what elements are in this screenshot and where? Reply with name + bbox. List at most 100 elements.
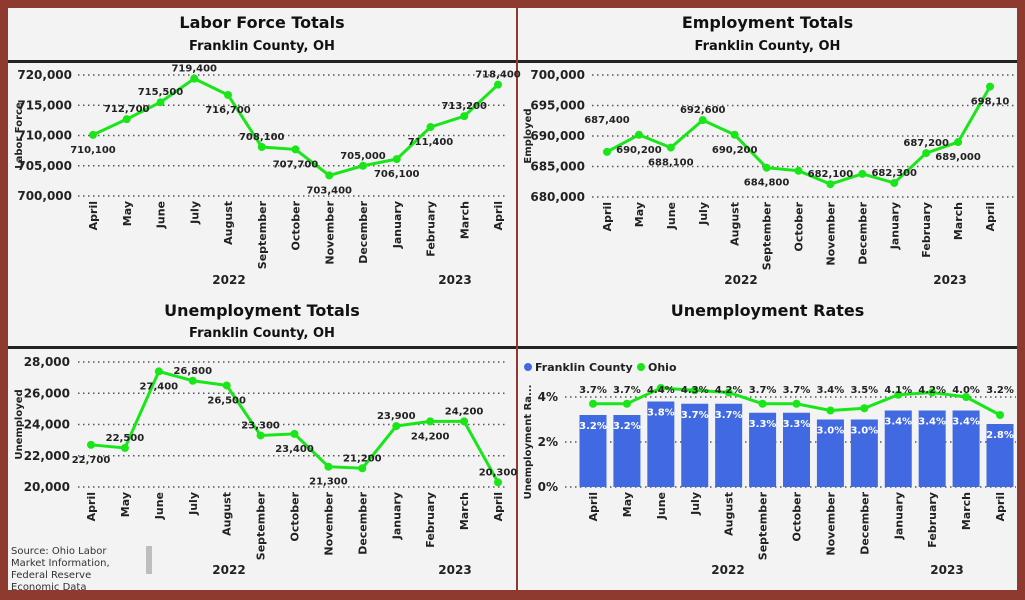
- data-point: [426, 417, 435, 426]
- data-point: [426, 123, 435, 132]
- data-point: [190, 74, 199, 83]
- year-label: 2023: [930, 563, 963, 577]
- legend-franklin-marker: [524, 363, 532, 371]
- data-point: [325, 171, 334, 180]
- x-tick-label: July: [697, 202, 710, 226]
- bar-data-label: 3.7%: [681, 410, 709, 421]
- x-tick-label: February: [424, 492, 437, 548]
- divider: [8, 346, 516, 349]
- y-tick-label: 695,000: [530, 99, 585, 113]
- x-tick-label: August: [221, 492, 234, 536]
- bar-data-label: 3.4%: [952, 417, 980, 428]
- bar-data-label: 3.3%: [749, 419, 777, 430]
- data-label: 713,200: [441, 101, 487, 112]
- x-tick-label: June: [655, 492, 668, 520]
- bar-data-label: 3.3%: [783, 419, 811, 430]
- data-point: [188, 376, 197, 385]
- y-axis-title: Unemployed: [14, 389, 25, 459]
- data-label: 692,600: [680, 105, 726, 116]
- data-label: 21,200: [343, 453, 382, 464]
- data-point: [291, 145, 300, 154]
- bar: [816, 419, 844, 487]
- y-tick-label: 715,000: [17, 98, 72, 112]
- x-tick-label: October: [290, 200, 303, 250]
- source-note: Source: Ohio Labor Market Information, F…: [11, 546, 110, 593]
- x-tick-label: March: [458, 201, 471, 239]
- bar: [613, 415, 641, 487]
- y-axis-title: Unemployment Ra...: [523, 385, 534, 500]
- data-point: [894, 390, 903, 399]
- data-label: 708,100: [239, 132, 285, 143]
- x-tick-label: April: [601, 202, 614, 231]
- y-tick-label: 690,000: [530, 129, 585, 143]
- data-point: [257, 142, 266, 151]
- x-tick-label: October: [791, 491, 804, 541]
- data-point: [860, 404, 869, 413]
- data-point: [762, 163, 771, 172]
- x-tick-label: April: [492, 201, 505, 230]
- data-point: [730, 130, 739, 139]
- rates-title: Unemployment Rates: [670, 301, 865, 320]
- bar-data-label: 3.0%: [850, 426, 878, 437]
- x-tick-label: October: [289, 491, 302, 541]
- data-label: 23,900: [377, 411, 416, 422]
- x-tick-label: September: [757, 491, 770, 560]
- data-point: [890, 178, 899, 187]
- employment-panel: Employment Totals Franklin County, OH: [518, 8, 1017, 298]
- x-tick-label: February: [425, 201, 438, 257]
- y-tick-label: 680,000: [530, 190, 585, 204]
- data-label: 690,200: [712, 145, 758, 156]
- data-label: 23,400: [275, 444, 314, 455]
- data-point: [156, 98, 165, 107]
- labor-force-panel: Labor Force Totals Franklin County, OH: [8, 8, 516, 298]
- legend-ohio-label: Ohio: [648, 361, 677, 374]
- data-point: [656, 384, 665, 392]
- bar: [783, 412, 810, 487]
- x-tick-label: August: [222, 201, 235, 245]
- legend-ohio-marker: [637, 363, 645, 371]
- x-tick-label: April: [587, 492, 600, 521]
- data-point: [690, 386, 699, 395]
- bar: [715, 403, 743, 487]
- data-label: 4.2%: [715, 385, 743, 396]
- data-label: 687,200: [903, 138, 949, 149]
- data-point: [794, 166, 803, 175]
- data-label: 26,500: [207, 395, 246, 406]
- data-point: [928, 388, 937, 397]
- data-point: [622, 399, 631, 408]
- x-tick-label: July: [187, 492, 200, 516]
- data-label: 4.2%: [918, 385, 946, 396]
- x-tick-label: March: [952, 202, 965, 240]
- x-tick-label: July: [188, 201, 201, 225]
- data-point: [858, 169, 867, 178]
- data-label: 4.0%: [952, 385, 980, 396]
- x-tick-label: April: [984, 202, 997, 231]
- data-label: 707,700: [273, 159, 319, 170]
- bar-data-label: 3.2%: [579, 421, 607, 432]
- scrollbar[interactable]: [146, 546, 152, 574]
- data-point: [826, 406, 835, 415]
- bar: [647, 401, 675, 487]
- bar: [850, 419, 878, 487]
- data-label: 698,10: [971, 97, 1010, 108]
- unemployment-title: Unemployment Totals: [164, 301, 360, 320]
- data-label: 710,100: [70, 145, 116, 156]
- data-label: 689,000: [935, 152, 981, 163]
- x-tick-label: August: [729, 202, 742, 246]
- x-tick-label: December: [858, 491, 871, 554]
- y-axis-title: Employed: [523, 108, 534, 163]
- x-tick-label: August: [723, 492, 736, 536]
- x-tick-label: May: [621, 492, 634, 517]
- bar: [952, 410, 980, 487]
- data-point: [359, 161, 367, 170]
- data-label: 24,200: [445, 406, 484, 417]
- x-tick-label: July: [689, 492, 702, 516]
- data-point: [589, 399, 597, 408]
- x-tick-label: June: [665, 202, 678, 230]
- y-tick-label: 710,000: [17, 129, 72, 143]
- x-tick-label: April: [994, 492, 1007, 521]
- data-point: [634, 130, 643, 139]
- year-label: 2022: [212, 563, 245, 577]
- data-point: [922, 149, 931, 158]
